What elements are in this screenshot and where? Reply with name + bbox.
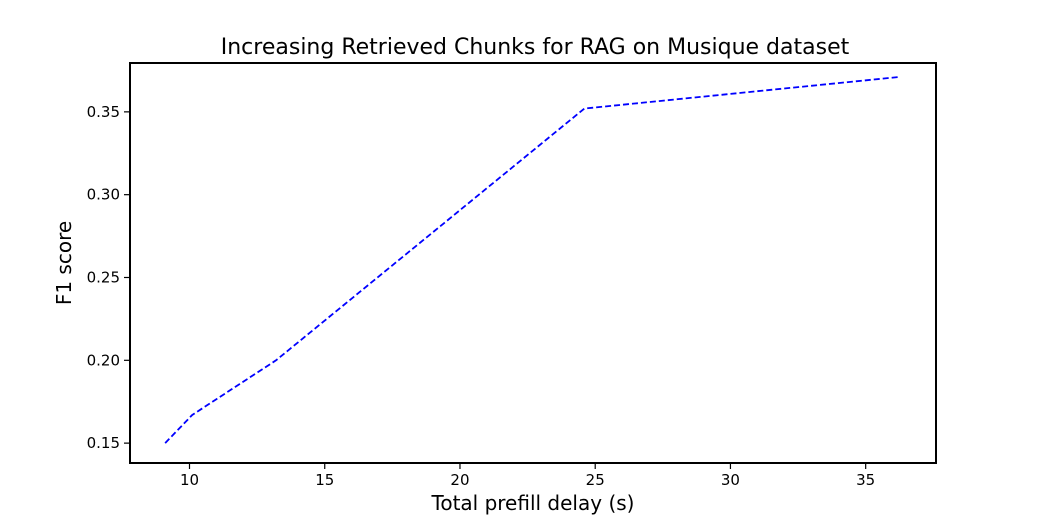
x-tick-label: 30 — [721, 471, 740, 489]
plot-frame — [129, 62, 937, 464]
x-tick-label: 15 — [315, 471, 334, 489]
chart-title: Increasing Retrieved Chunks for RAG on M… — [221, 35, 850, 60]
y-tick-label: 0.30 — [87, 186, 120, 204]
x-tick-label: 20 — [450, 471, 469, 489]
y-tick-label: 0.15 — [87, 434, 120, 452]
x-tick-label: 25 — [586, 471, 605, 489]
x-tick-label: 35 — [856, 471, 875, 489]
y-axis-label: F1 score — [52, 221, 76, 305]
plot-area: 10 15 20 25 30 35 0.15 0.20 0.25 0.30 0.35 — [87, 62, 937, 489]
x-tick-label: 10 — [180, 471, 199, 489]
y-tick-label: 0.20 — [87, 351, 120, 369]
y-tick-label: 0.25 — [87, 268, 120, 286]
x-axis-label: Total prefill delay (s) — [431, 491, 635, 515]
series-layer — [164, 76, 899, 444]
series-line — [164, 76, 899, 444]
y-tick-label: 0.35 — [87, 103, 120, 121]
y-ticks: 0.15 0.20 0.25 0.30 0.35 — [87, 103, 130, 452]
x-ticks: 10 15 20 25 30 35 — [180, 463, 875, 489]
